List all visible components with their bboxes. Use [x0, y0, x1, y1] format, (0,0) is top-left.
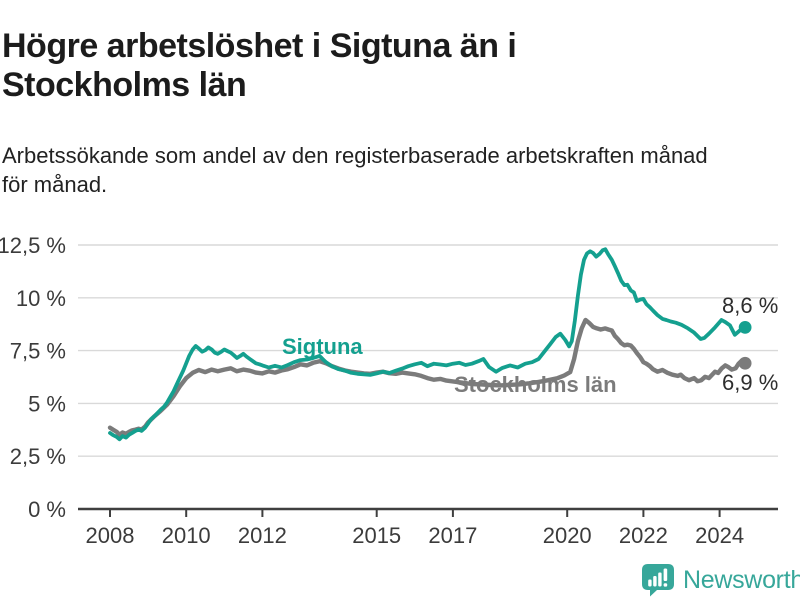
x-tick-label: 2024 — [695, 523, 744, 548]
end-value-label-sigtuna: 8,6 % — [722, 293, 779, 318]
y-tick-label: 12,5 % — [0, 233, 66, 258]
end-value-label-stockholms-lan: 6,9 % — [722, 370, 779, 395]
x-tick-label: 2010 — [162, 523, 211, 548]
x-tick-label: 2008 — [86, 523, 135, 548]
y-tick-label: 5 % — [28, 391, 66, 416]
y-tick-label: 2,5 % — [10, 444, 66, 469]
page-title: Högre arbetslöshet i Sigtuna än i Stockh… — [2, 26, 517, 104]
x-tick-label: 2020 — [543, 523, 592, 548]
sigtuna-end-dot — [738, 320, 752, 334]
stockholms-lan-end-dot — [738, 356, 752, 370]
bar-chart-speech-bubble-icon — [642, 564, 674, 597]
sigtuna-line — [108, 247, 747, 442]
newsworthy-logo: Newsworthy — [641, 563, 800, 597]
y-tick-label: 0 % — [28, 497, 66, 522]
series-label-stockholms-lan: Stockholms län — [454, 372, 617, 397]
stockholms-lan-line — [107, 317, 748, 437]
y-tick-label: 10 % — [16, 286, 66, 311]
chart-subtitle: Arbetssökande som andel av den registerb… — [2, 143, 708, 197]
x-tick-label: 2015 — [352, 523, 401, 548]
x-tick-label: 2022 — [619, 523, 668, 548]
series-label-sigtuna: Sigtuna — [282, 334, 363, 359]
x-tick-label: 2012 — [238, 523, 287, 548]
y-tick-label: 7,5 % — [10, 339, 66, 364]
x-tick-label: 2017 — [428, 523, 477, 548]
newsworthy-logo-text: Newsworthy — [683, 565, 800, 594]
